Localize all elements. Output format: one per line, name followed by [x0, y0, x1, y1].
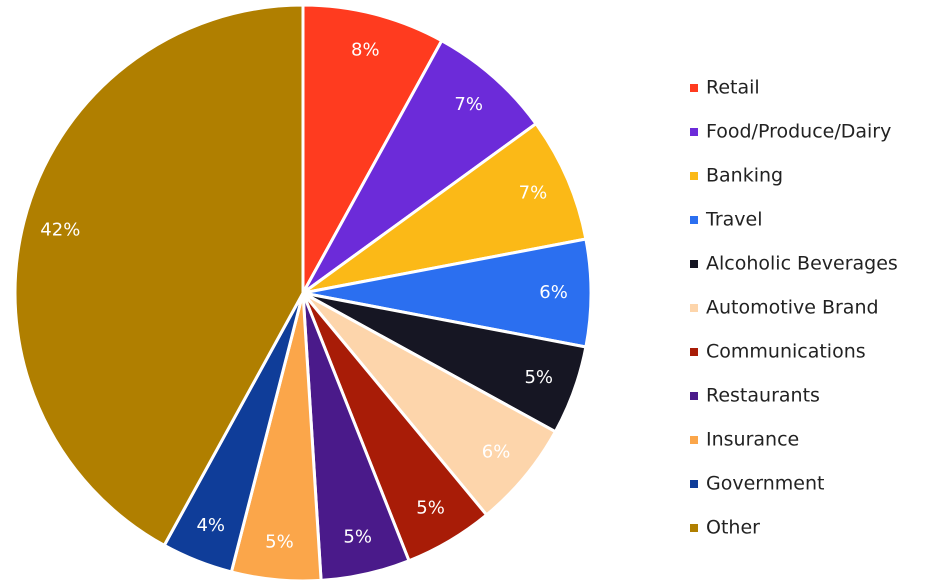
legend-swatch: [690, 84, 698, 92]
slice-label: 42%: [40, 220, 80, 241]
legend-label: Alcoholic Beverages: [706, 253, 898, 275]
slice-label: 5%: [416, 498, 445, 519]
legend-swatch: [690, 304, 698, 312]
legend-swatch: [690, 260, 698, 268]
slice-label: 5%: [343, 527, 372, 548]
slice-label: 5%: [524, 367, 553, 388]
legend-swatch: [690, 392, 698, 400]
legend-swatch: [690, 172, 698, 180]
legend-swatch: [690, 348, 698, 356]
slice-label: 4%: [196, 515, 225, 536]
slice-label: 7%: [454, 94, 483, 115]
slice-label: 8%: [351, 39, 380, 60]
legend-label: Banking: [706, 165, 783, 187]
pie-slice: [301, 38, 539, 295]
pie-slice: [13, 3, 305, 548]
legend-label: Communications: [706, 341, 866, 363]
slice-label: 6%: [539, 282, 568, 303]
legend-swatch: [690, 216, 698, 224]
legend-label: Travel: [705, 209, 762, 231]
legend-label: Restaurants: [706, 385, 820, 407]
legend-swatch: [690, 128, 698, 136]
pie-slice: [301, 3, 444, 294]
legend-swatch: [690, 436, 698, 444]
legend-label: Insurance: [706, 429, 799, 451]
pie-slice: [302, 121, 588, 295]
legend-swatch: [690, 480, 698, 488]
slice-label: 7%: [519, 182, 548, 203]
slice-label: 6%: [482, 442, 511, 463]
legend-label: Government: [706, 473, 825, 495]
legend-swatch: [690, 524, 698, 532]
legend-label: Retail: [706, 77, 760, 99]
legend-label: Automotive Brand: [706, 297, 879, 319]
legend-label: Food/Produce/Dairy: [706, 121, 891, 143]
slice-label: 5%: [265, 531, 294, 552]
legend-label: Other: [706, 517, 760, 539]
